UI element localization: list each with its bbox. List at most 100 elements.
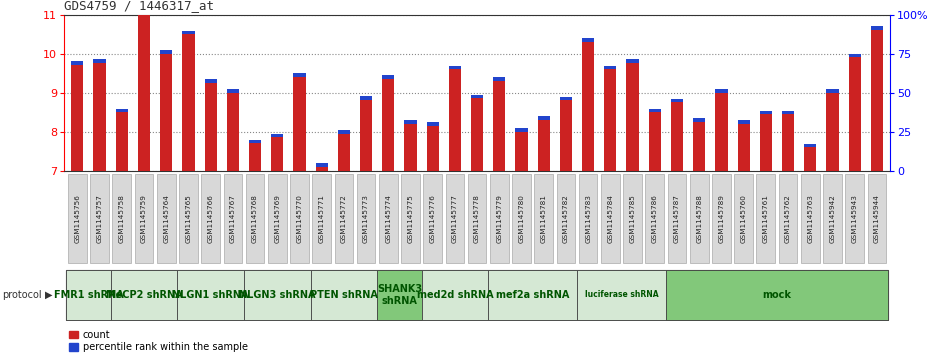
FancyBboxPatch shape bbox=[801, 174, 820, 263]
Bar bbox=[249, 140, 261, 143]
FancyBboxPatch shape bbox=[290, 174, 309, 263]
Bar bbox=[404, 124, 416, 171]
Text: GSM1145785: GSM1145785 bbox=[629, 194, 636, 243]
FancyBboxPatch shape bbox=[66, 270, 111, 320]
Bar bbox=[360, 101, 372, 171]
Text: GSM1145784: GSM1145784 bbox=[608, 194, 613, 243]
Text: GSM1145769: GSM1145769 bbox=[274, 194, 281, 243]
Bar bbox=[448, 69, 461, 171]
Text: GSM1145775: GSM1145775 bbox=[408, 194, 414, 243]
Text: NLGN1 shRNA: NLGN1 shRNA bbox=[172, 290, 249, 300]
Bar bbox=[582, 38, 594, 42]
Text: SHANK3
shRNA: SHANK3 shRNA bbox=[377, 284, 422, 306]
Bar bbox=[604, 69, 616, 171]
Bar bbox=[471, 95, 483, 98]
Bar bbox=[183, 34, 195, 171]
FancyBboxPatch shape bbox=[90, 174, 109, 263]
Bar bbox=[538, 120, 550, 171]
Bar bbox=[316, 163, 328, 167]
FancyBboxPatch shape bbox=[823, 174, 842, 263]
Text: GSM1145942: GSM1145942 bbox=[830, 194, 836, 243]
Bar bbox=[538, 117, 550, 120]
Bar bbox=[160, 54, 172, 171]
Bar bbox=[604, 66, 616, 69]
Text: GSM1145771: GSM1145771 bbox=[318, 194, 325, 243]
Text: GSM1145786: GSM1145786 bbox=[652, 194, 658, 243]
Bar bbox=[560, 101, 572, 171]
Text: MeCP2 shRNA: MeCP2 shRNA bbox=[106, 290, 183, 300]
FancyBboxPatch shape bbox=[490, 174, 509, 263]
Text: GSM1145780: GSM1145780 bbox=[518, 194, 525, 243]
Bar bbox=[826, 89, 838, 93]
Text: GSM1145764: GSM1145764 bbox=[163, 194, 170, 243]
FancyBboxPatch shape bbox=[157, 174, 175, 263]
Bar bbox=[759, 110, 771, 114]
FancyBboxPatch shape bbox=[223, 174, 242, 263]
Bar bbox=[271, 138, 284, 171]
Text: GSM1145776: GSM1145776 bbox=[430, 194, 436, 243]
Bar bbox=[271, 134, 284, 138]
Text: med2d shRNA: med2d shRNA bbox=[416, 290, 494, 300]
Bar bbox=[671, 99, 683, 102]
Bar bbox=[448, 66, 461, 69]
Text: NLGN3 shRNA: NLGN3 shRNA bbox=[239, 290, 316, 300]
Bar bbox=[404, 120, 416, 124]
Text: protocol: protocol bbox=[2, 290, 41, 300]
Text: GSM1145944: GSM1145944 bbox=[874, 194, 880, 243]
Text: GSM1145767: GSM1145767 bbox=[230, 194, 236, 243]
Bar bbox=[582, 42, 594, 171]
Text: GSM1145762: GSM1145762 bbox=[785, 194, 791, 243]
Text: mock: mock bbox=[762, 290, 791, 300]
Text: GSM1145778: GSM1145778 bbox=[474, 194, 480, 243]
Bar bbox=[72, 65, 84, 171]
Bar bbox=[804, 147, 817, 171]
Bar bbox=[738, 124, 750, 171]
Bar bbox=[649, 109, 661, 112]
Bar bbox=[693, 118, 706, 122]
Text: GSM1145789: GSM1145789 bbox=[719, 194, 724, 243]
Text: GSM1145777: GSM1145777 bbox=[452, 194, 458, 243]
Bar bbox=[338, 134, 350, 171]
Bar bbox=[804, 144, 817, 147]
FancyBboxPatch shape bbox=[313, 174, 331, 263]
Bar bbox=[494, 77, 506, 81]
FancyBboxPatch shape bbox=[379, 174, 398, 263]
Text: GSM1145760: GSM1145760 bbox=[740, 194, 747, 243]
FancyBboxPatch shape bbox=[666, 270, 888, 320]
Bar bbox=[626, 60, 639, 63]
Bar bbox=[782, 114, 794, 171]
Bar bbox=[427, 122, 439, 126]
Bar bbox=[515, 128, 528, 132]
FancyBboxPatch shape bbox=[177, 270, 244, 320]
Text: GSM1145770: GSM1145770 bbox=[297, 194, 302, 243]
Text: ▶: ▶ bbox=[45, 290, 53, 300]
Text: luciferase shRNA: luciferase shRNA bbox=[585, 290, 658, 299]
Text: GDS4759 / 1446317_at: GDS4759 / 1446317_at bbox=[64, 0, 214, 12]
FancyBboxPatch shape bbox=[756, 174, 775, 263]
FancyBboxPatch shape bbox=[512, 174, 531, 263]
Text: GSM1145757: GSM1145757 bbox=[97, 194, 103, 243]
FancyBboxPatch shape bbox=[645, 174, 664, 263]
FancyBboxPatch shape bbox=[557, 174, 576, 263]
Text: GSM1145759: GSM1145759 bbox=[141, 194, 147, 243]
FancyBboxPatch shape bbox=[422, 270, 488, 320]
Bar bbox=[204, 83, 217, 171]
FancyBboxPatch shape bbox=[68, 174, 87, 263]
Text: mef2a shRNA: mef2a shRNA bbox=[495, 290, 569, 300]
FancyBboxPatch shape bbox=[202, 174, 219, 263]
FancyBboxPatch shape bbox=[488, 270, 577, 320]
Text: PTEN shRNA: PTEN shRNA bbox=[310, 290, 378, 300]
Bar bbox=[360, 97, 372, 101]
Bar bbox=[382, 76, 395, 79]
Bar bbox=[849, 54, 861, 57]
Bar bbox=[338, 130, 350, 134]
FancyBboxPatch shape bbox=[268, 174, 286, 263]
Text: GSM1145768: GSM1145768 bbox=[252, 194, 258, 243]
FancyBboxPatch shape bbox=[66, 270, 888, 320]
FancyBboxPatch shape bbox=[334, 174, 353, 263]
Bar bbox=[759, 114, 771, 171]
Bar bbox=[870, 26, 883, 30]
Bar bbox=[671, 102, 683, 171]
Bar bbox=[738, 120, 750, 124]
Bar bbox=[494, 81, 506, 171]
